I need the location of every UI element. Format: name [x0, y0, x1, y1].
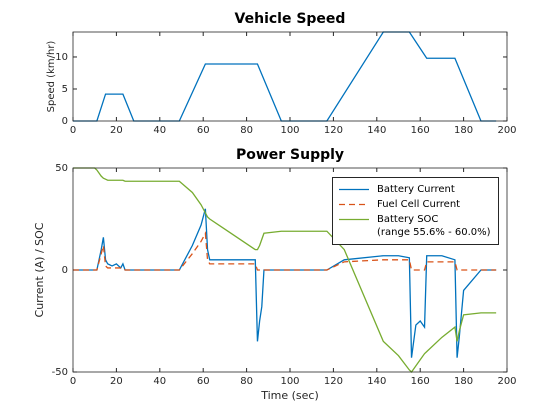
x-tick-label: 160 — [411, 376, 430, 387]
legend-entry: Fuel Cell Current — [333, 198, 498, 211]
x-tick-label: 40 — [153, 125, 166, 136]
x-tick-label: 200 — [497, 125, 516, 136]
y-tick-label: -50 — [52, 367, 68, 378]
legend: Battery Current Fuel Cell Current Battery … — [332, 177, 499, 245]
x-tick-label: 40 — [153, 376, 166, 387]
axes-box — [72, 167, 508, 373]
x-tick-label: 180 — [454, 125, 473, 136]
x-tick-label: 140 — [367, 125, 386, 136]
legend-swatch — [339, 203, 369, 206]
x-tick-label: 120 — [324, 376, 343, 387]
y-tick-label: 5 — [62, 84, 68, 95]
x-tick-label: 100 — [280, 125, 299, 136]
y-axis-label: Current (A) / SOC — [33, 222, 46, 317]
legend-entry: Battery Current — [333, 183, 498, 196]
x-tick-label: 20 — [110, 376, 123, 387]
data-line — [73, 231, 497, 271]
legend-label: Battery SOC (range 55.6% - 60.0%) — [377, 214, 491, 238]
x-tick-label: 20 — [110, 125, 123, 136]
y-tick-label: 10 — [55, 52, 68, 63]
legend-entry: Battery SOC (range 55.6% - 60.0%) — [333, 213, 498, 239]
x-tick-label: 140 — [367, 376, 386, 387]
x-tick-label: 80 — [240, 125, 253, 136]
chart-title: Power Supply — [236, 147, 344, 163]
y-tick-label: 50 — [55, 163, 68, 174]
legend-swatch — [339, 188, 369, 191]
x-tick-label: 80 — [240, 376, 253, 387]
data-line — [73, 167, 497, 373]
axes-box — [72, 31, 508, 122]
x-tick-label: 160 — [411, 125, 430, 136]
y-axis-label: Speed (km/hr) — [46, 41, 57, 113]
x-tick-label: 60 — [197, 376, 210, 387]
x-tick-label: 120 — [324, 125, 343, 136]
y-tick-label: 0 — [62, 265, 68, 276]
legend-label: Battery Current — [377, 184, 455, 195]
legend-swatch — [339, 218, 369, 221]
x-tick-label: 60 — [197, 125, 210, 136]
x-axis-label: Time (sec) — [260, 389, 319, 402]
x-tick-label: 0 — [70, 376, 76, 387]
x-tick-label: 180 — [454, 376, 473, 387]
x-tick-label: 100 — [280, 376, 299, 387]
data-line — [73, 31, 497, 122]
data-line — [73, 208, 497, 358]
chart-title: Vehicle Speed — [235, 11, 346, 27]
legend-label: Fuel Cell Current — [377, 199, 461, 210]
x-tick-label: 0 — [70, 125, 76, 136]
y-tick-label: 0 — [62, 116, 68, 127]
x-tick-label: 200 — [497, 376, 516, 387]
